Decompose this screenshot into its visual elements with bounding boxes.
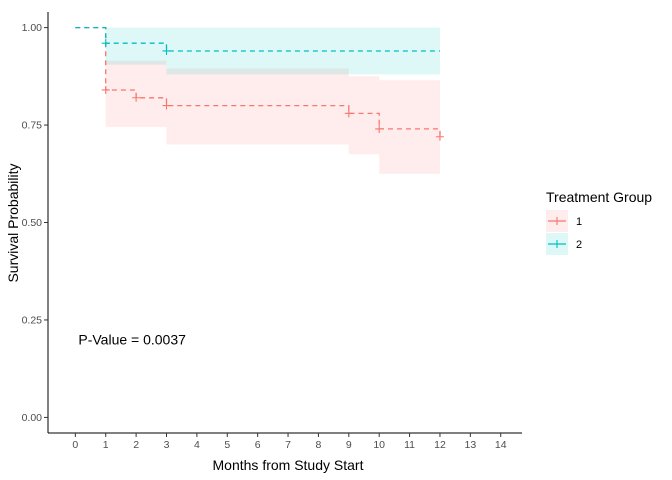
y-tick-label: 0.25	[22, 314, 43, 326]
x-tick-label: 14	[495, 439, 507, 451]
legend-item-group-2: 2	[546, 233, 582, 255]
censor-mark	[101, 85, 110, 94]
censor-mark	[162, 46, 171, 55]
legend-items: 12	[546, 210, 582, 255]
legend-item-group-1: 1	[546, 210, 582, 232]
x-ticks: 0 1 2 3 4 5 6 7 8 9 10 11 12 13 14	[72, 433, 507, 451]
x-tick-label: 9	[346, 439, 352, 451]
x-tick-label: 5	[224, 439, 230, 451]
x-tick-label: 2	[133, 439, 139, 451]
survival-curve-group-2	[75, 26, 440, 52]
x-tick-label: 0	[72, 439, 78, 451]
axes: 0 1 2 3 4 5 6 7 8 9 10 11 12 13 14 0.000.250.500.751.0…	[22, 12, 522, 451]
censor-mark	[101, 39, 110, 48]
ci-ribbon-group-2	[75, 27, 441, 75]
y-tick-label: 0.75	[22, 120, 43, 132]
x-tick-label: 1	[103, 439, 109, 451]
legend: Treatment Group 12	[546, 189, 652, 255]
ci-ribbon-group-1	[75, 27, 441, 182]
p-value-annotation: P-Value = 0.0037	[78, 331, 186, 347]
y-ticks: 0.00 0.25 0.50 0.75 1.00	[22, 22, 48, 424]
x-tick-label: 13	[465, 439, 477, 451]
x-tick-label: 6	[255, 439, 261, 451]
legend-label: 2	[576, 239, 582, 251]
x-tick-label: 10	[373, 439, 385, 451]
x-tick-label: 12	[434, 439, 446, 451]
censor-marks	[101, 39, 444, 141]
legend-title: Treatment Group	[546, 189, 652, 205]
legend-label: 1	[576, 216, 582, 228]
y-tick-label: 0.50	[22, 217, 43, 229]
y-axis-title: Survival Probability	[5, 163, 21, 282]
censor-mark	[375, 124, 384, 133]
x-tick-label: 8	[316, 439, 322, 451]
x-axis-title: Months from Study Start	[213, 457, 364, 473]
y-tick-label: 1.00	[22, 22, 43, 34]
censor-mark	[435, 132, 444, 141]
confidence-ribbons	[75, 27, 441, 182]
censor-mark	[132, 93, 141, 102]
x-tick-label: 7	[285, 439, 291, 451]
censor-mark	[162, 101, 171, 110]
x-tick-label: 11	[404, 439, 415, 451]
x-tick-label: 4	[194, 439, 200, 451]
x-tick-label: 3	[164, 439, 170, 451]
y-tick-label: 0.00	[22, 412, 43, 424]
censor-mark	[344, 109, 353, 118]
